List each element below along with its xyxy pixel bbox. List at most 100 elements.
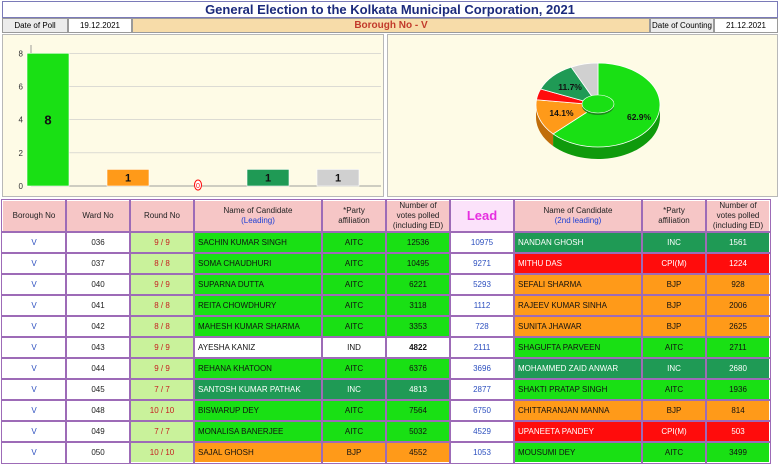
cell-borough: V [1, 273, 67, 296]
cell-ward: 048 [65, 399, 131, 422]
cell-lead: 728 [449, 315, 515, 338]
cell-second-candidate: SUNITA JHAWAR [513, 315, 643, 338]
cell-round: 8 / 8 [129, 294, 195, 317]
page-title: General Election to the Kolkata Municipa… [2, 1, 778, 18]
col-candidate2-sub: (2nd leading) [554, 216, 602, 225]
cell-second-party: BJP [641, 294, 707, 317]
cell-second-votes: 503 [705, 420, 771, 443]
poll-date-label: Date of Poll [2, 18, 68, 33]
col-candidate2-header: Name of Candidate (2nd leading) [513, 199, 643, 233]
bar-value-label: 1 [265, 173, 271, 185]
cell-second-party: BJP [641, 315, 707, 338]
poll-date-value: 19.12.2021 [68, 18, 132, 33]
cell-second-candidate: SHAKTI PRATAP SINGH [513, 378, 643, 401]
cell-lead: 3696 [449, 357, 515, 380]
cell-round: 9 / 9 [129, 273, 195, 296]
col-votes1-label-a: Number of [399, 201, 437, 210]
cell-ward: 041 [65, 294, 131, 317]
bar-zero-marker [194, 179, 202, 191]
cell-round: 7 / 7 [129, 420, 195, 443]
cell-leading-party: AITC [321, 420, 387, 443]
cell-lead: 1053 [449, 441, 515, 464]
cell-leading-party: AITC [321, 315, 387, 338]
pie-slice-label: 11.7% [558, 82, 582, 92]
y-tick-label: 6 [19, 82, 24, 91]
counting-date-value: 21.12.2021 [714, 18, 778, 33]
table-row: V 037 8 / 8 SOMA CHAUDHURI AITC 10495 9271 MITH… [1, 252, 771, 275]
cell-second-votes: 1936 [705, 378, 771, 401]
cell-second-party: INC [641, 357, 707, 380]
bar-chart-svg: 0 2 4 6 8 8 1 0 1 1 [19, 45, 381, 191]
col-ward-label: Ward No [82, 211, 114, 220]
cell-leading-candidate: SUPARNA DUTTA [193, 273, 323, 296]
seat-bar-chart: 0 2 4 6 8 8 1 0 1 1 [2, 34, 384, 197]
y-tick-label: 8 [19, 49, 24, 58]
cell-second-party: AITC [641, 336, 707, 359]
col-party2-label-b: affiliation [658, 216, 690, 225]
cell-leading-votes: 7564 [385, 399, 451, 422]
results-table: Borough No Ward No Round No Name of Cand… [1, 199, 771, 464]
cell-borough: V [1, 378, 67, 401]
col-candidate1-sub: (Leading) [241, 216, 275, 225]
cell-second-votes: 3499 [705, 441, 771, 464]
cell-leading-candidate: AYESHA KANIZ [193, 336, 323, 359]
cell-lead: 1112 [449, 294, 515, 317]
cell-second-party: BJP [641, 273, 707, 296]
vote-share-pie-chart: 62.9% 14.1% 11.7% [387, 34, 778, 197]
cell-lead: 10975 [449, 231, 515, 254]
cell-leading-votes: 12536 [385, 231, 451, 254]
table-header-row: Borough No Ward No Round No Name of Cand… [1, 199, 771, 233]
cell-ward: 042 [65, 315, 131, 338]
cell-second-party: CPI(M) [641, 252, 707, 275]
col-candidate1-header: Name of Candidate (Leading) [193, 199, 323, 233]
pie-center-cap [581, 94, 615, 114]
cell-borough: V [1, 441, 67, 464]
col-ward-header: Ward No [65, 199, 131, 233]
cell-borough: V [1, 231, 67, 254]
col-borough-header: Borough No [1, 199, 67, 233]
cell-borough: V [1, 420, 67, 443]
col-party1-label-b: affiliation [338, 216, 370, 225]
cell-leading-candidate: SANTOSH KUMAR PATHAK [193, 378, 323, 401]
bar-value-label: 0 [196, 183, 200, 190]
cell-second-votes: 2711 [705, 336, 771, 359]
cell-second-candidate: SHAGUFTA PARVEEN [513, 336, 643, 359]
bar-others [316, 169, 360, 187]
col-round-label: Round No [143, 211, 181, 220]
cell-leading-candidate: SACHIN KUMAR SINGH [193, 231, 323, 254]
cell-leading-party: AITC [321, 273, 387, 296]
cell-second-candidate: MITHU DAS [513, 252, 643, 275]
col-votes1-header: Number of votes polled (including ED) [385, 199, 451, 233]
cell-lead: 6750 [449, 399, 515, 422]
table-row: V 044 9 / 9 REHANA KHATOON AITC 6376 3696 MOHAM… [1, 357, 771, 380]
cell-lead: 2877 [449, 378, 515, 401]
cell-leading-votes: 10495 [385, 252, 451, 275]
pie-slice-side [536, 105, 554, 146]
cell-second-candidate: UPANEETA PANDEY [513, 420, 643, 443]
cell-leading-candidate: SOMA CHAUDHURI [193, 252, 323, 275]
table-row: V 050 10 / 10 SAJAL GHOSH BJP 4552 1053 MOUSUMI… [1, 441, 771, 464]
col-votes2-label-c: (including ED) [712, 221, 764, 230]
cell-second-votes: 1561 [705, 231, 771, 254]
cell-leading-party: AITC [321, 357, 387, 380]
cell-leading-votes: 3118 [385, 294, 451, 317]
info-bar: Date of Poll 19.12.2021 Borough No - V D… [2, 18, 778, 33]
table-row: V 041 8 / 8 REITA CHOWDHURY AITC 3118 1112 RAJE… [1, 294, 771, 317]
cell-borough: V [1, 357, 67, 380]
cell-second-votes: 814 [705, 399, 771, 422]
cell-leading-candidate: SAJAL GHOSH [193, 441, 323, 464]
cell-leading-party: BJP [321, 441, 387, 464]
cell-ward: 036 [65, 231, 131, 254]
cell-round: 8 / 8 [129, 315, 195, 338]
cell-leading-party: IND [321, 336, 387, 359]
cell-second-candidate: CHITTARANJAN MANNA [513, 399, 643, 422]
cell-ward: 049 [65, 420, 131, 443]
cell-leading-votes: 5032 [385, 420, 451, 443]
bar-value-label: 1 [125, 173, 131, 185]
cell-round: 7 / 7 [129, 378, 195, 401]
counting-date-label: Date of Counting [650, 18, 714, 33]
pie-slice [535, 99, 600, 135]
bar-aitc [26, 52, 70, 187]
cell-second-candidate: MOUSUMI DEY [513, 441, 643, 464]
